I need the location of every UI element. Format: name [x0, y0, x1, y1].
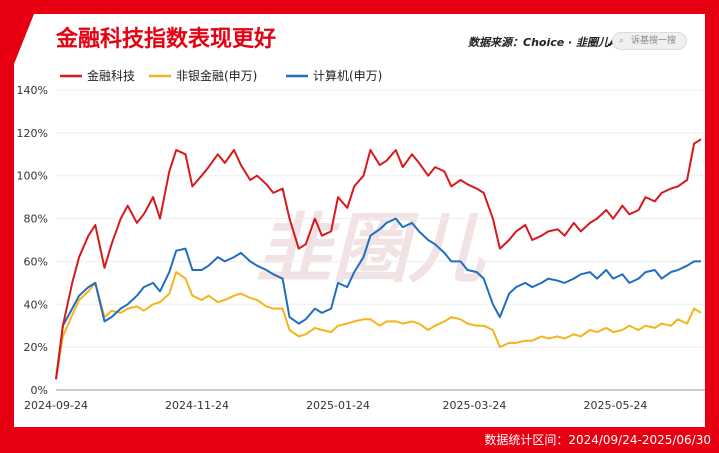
y-tick-label: 80%	[24, 213, 48, 226]
grid	[56, 89, 705, 391]
y-tick-label: 120%	[17, 127, 48, 140]
x-tick-label: 2025-03-24	[442, 399, 506, 412]
watermark: 韭圈儿	[256, 204, 487, 293]
y-tick-label: 60%	[24, 255, 48, 268]
chart-panel	[14, 14, 705, 427]
title-bar: 金融科技指数表现更好	[14, 14, 284, 64]
y-tick-label: 0%	[31, 384, 48, 397]
series-line-0	[55, 138, 702, 380]
watermark-text: 韭圈儿	[256, 204, 487, 293]
series-line-2	[55, 217, 701, 380]
legend-label: 金融科技	[87, 68, 135, 83]
x-tick-label: 2025-05-24	[583, 399, 647, 412]
search-input[interactable]: ⌕ 诉基搜一搜	[612, 32, 687, 50]
y-tick-label: 140%	[17, 84, 48, 97]
series-line-1	[55, 271, 702, 380]
series-lines	[55, 138, 702, 380]
page-title: 金融科技指数表现更好	[56, 27, 277, 52]
y-tick-label: 100%	[17, 170, 48, 183]
x-tick-label: 2024-09-24	[24, 399, 88, 412]
title-accent-shape	[14, 14, 34, 64]
legend: 金融科技 非银金融(申万) 计算机(申万)	[60, 68, 382, 83]
x-axis-ticks: 2024-09-24 2024-11-24 2025-01-24 2025-03-24…	[24, 399, 647, 412]
date-range-footer: 数据统计区间：2024/09/24-2025/06/30	[484, 433, 711, 447]
x-tick-label: 2024-11-24	[165, 399, 229, 412]
y-axis-ticks: 0% 20% 40% 60% 80% 100% 120% 140%	[17, 84, 48, 397]
search-placeholder: 诉基搜一搜	[631, 36, 677, 46]
legend-label: 计算机(申万)	[313, 68, 382, 83]
data-source-label: 数据来源：Choice · 韭圈儿App	[468, 36, 634, 49]
search-icon: ⌕	[619, 36, 625, 46]
x-tick-label: 2025-01-24	[306, 399, 370, 412]
legend-label: 非银金融(申万)	[176, 68, 257, 83]
y-tick-label: 40%	[24, 298, 48, 311]
y-tick-label: 20%	[24, 341, 48, 354]
